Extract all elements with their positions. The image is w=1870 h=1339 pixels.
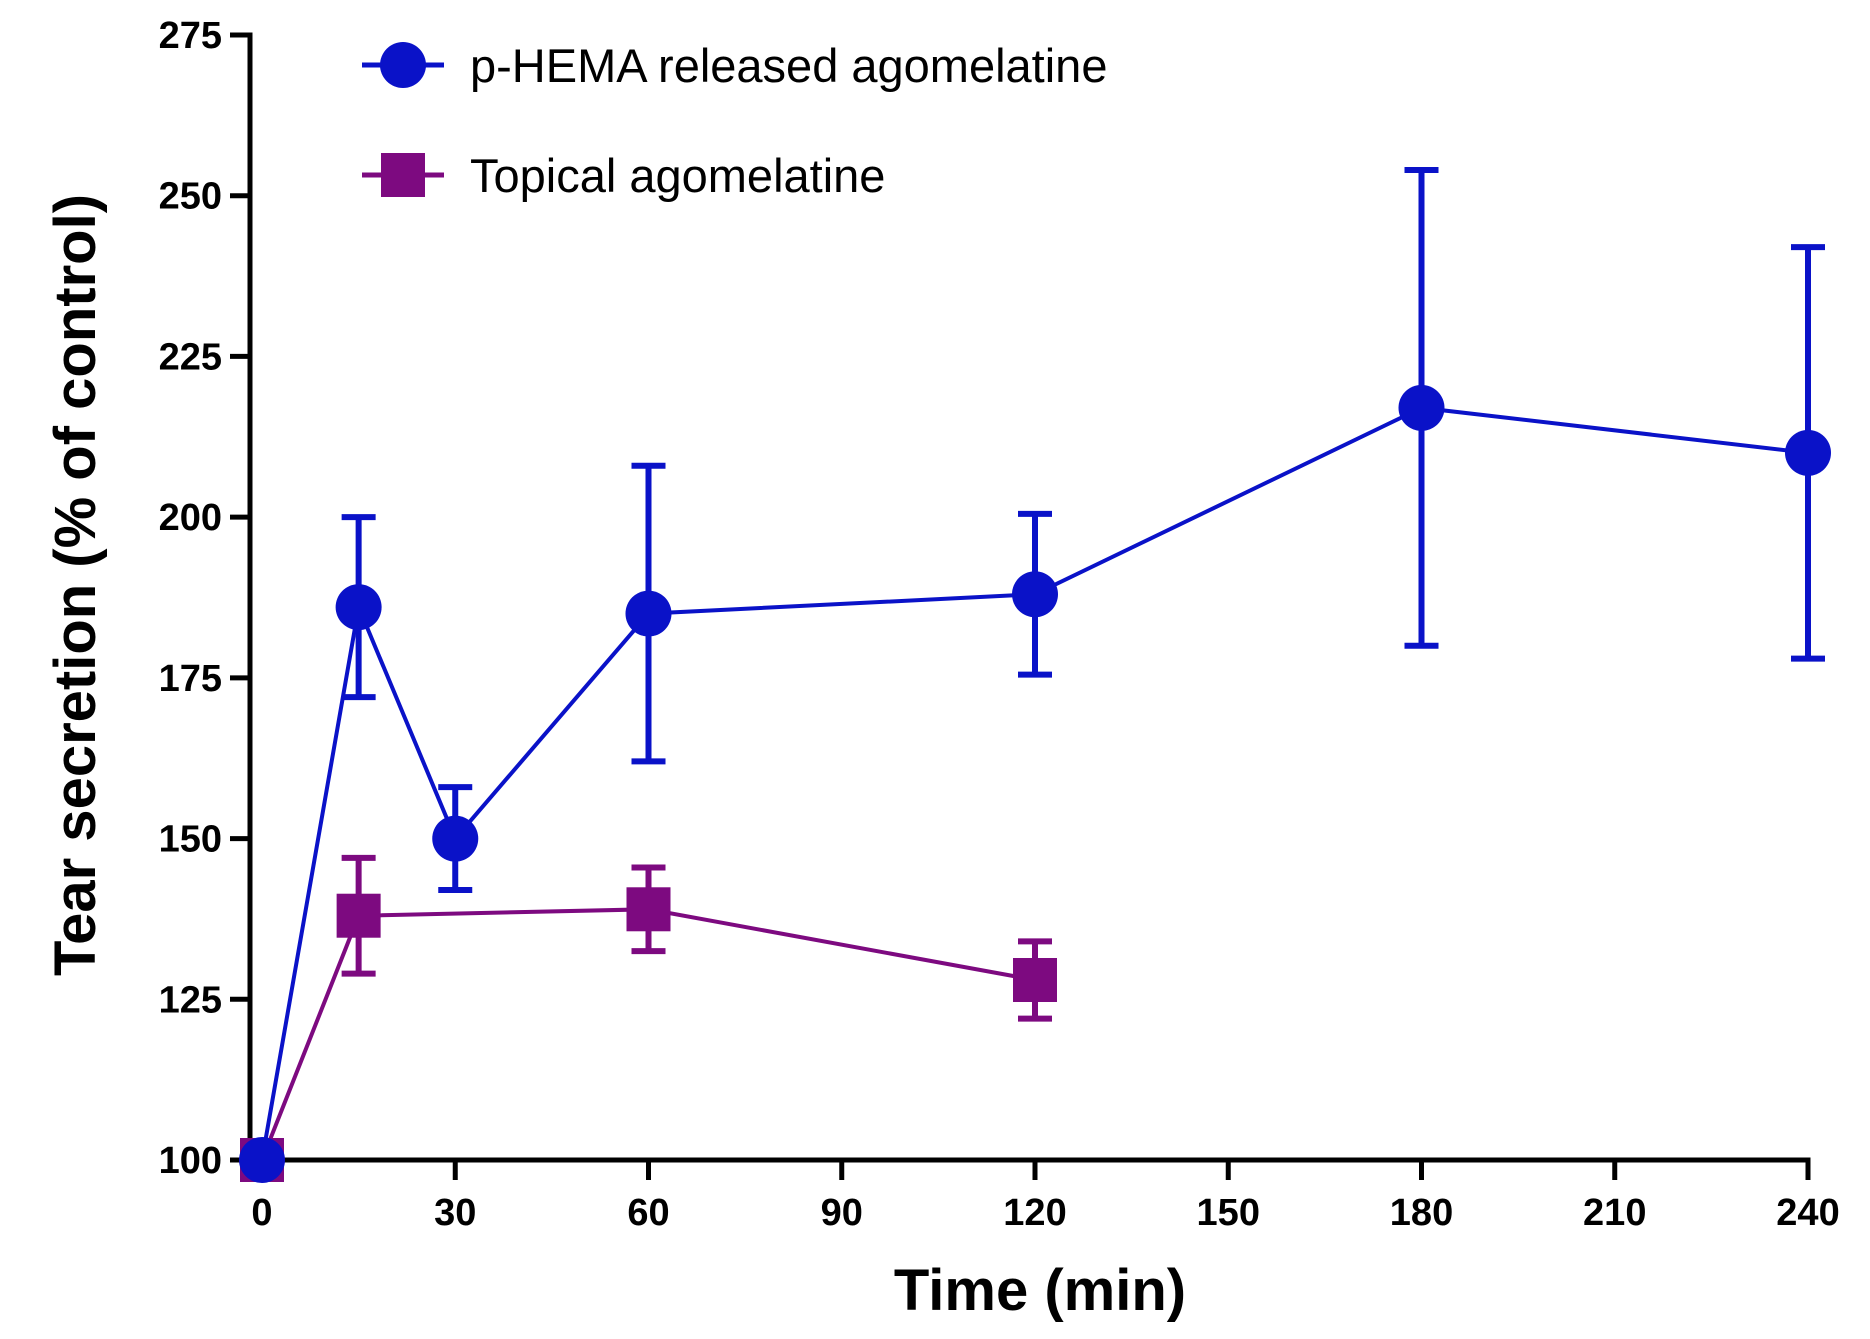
y-tick-label: 175 [159, 658, 222, 700]
x-tick-label: 210 [1583, 1192, 1646, 1234]
y-tick-label: 225 [159, 336, 222, 378]
legend: p-HEMA released agomelatine Topical agome… [362, 39, 1107, 202]
y-tick-label: 275 [159, 15, 222, 57]
x-tick-label: 90 [821, 1192, 863, 1234]
data-point [1012, 571, 1058, 618]
legend-item: p-HEMA released agomelatine [362, 39, 1107, 92]
y-axis: 100 125 150 175 200 225 250 275 [159, 15, 253, 1182]
y-tick-label: 200 [159, 497, 222, 539]
data-point [335, 584, 382, 631]
x-tick-label: 240 [1776, 1192, 1839, 1234]
series-p-hema-released-agomelatine [239, 167, 1831, 1183]
x-axis: 0 30 60 90 120 150 180 210 240 [247, 1157, 1840, 1234]
x-tick-label: 150 [1197, 1192, 1260, 1234]
series-layer [239, 167, 1831, 1183]
data-point [1398, 384, 1445, 431]
data-point [1013, 958, 1057, 1002]
y-tick-label: 125 [159, 979, 222, 1021]
x-tick-label: 120 [1003, 1192, 1066, 1234]
y-tick-label: 100 [159, 1140, 222, 1182]
data-point [239, 1137, 285, 1183]
legend-label: Topical agomelatine [470, 149, 885, 202]
legend-marker [380, 42, 426, 88]
series-line [260, 907, 1036, 1161]
data-point [432, 815, 479, 862]
x-tick-label: 60 [627, 1192, 669, 1234]
y-tick-label: 250 [159, 176, 222, 218]
series-topical-agomelatine [240, 854, 1057, 1182]
legend-marker [381, 153, 425, 197]
legend-item: Topical agomelatine [362, 149, 885, 202]
y-tick-label: 150 [159, 819, 222, 861]
x-tick-label: 30 [434, 1192, 476, 1234]
data-point [336, 893, 381, 938]
legend-label: p-HEMA released agomelatine [470, 39, 1107, 92]
x-tick-label: 0 [251, 1192, 272, 1234]
x-axis-title: Time (min) [894, 1258, 1186, 1323]
y-axis-title: Tear secretion (% of control) [43, 194, 108, 976]
data-point [1785, 429, 1831, 476]
x-tick-label: 180 [1390, 1192, 1453, 1234]
data-point [625, 590, 672, 637]
data-point [626, 887, 671, 932]
